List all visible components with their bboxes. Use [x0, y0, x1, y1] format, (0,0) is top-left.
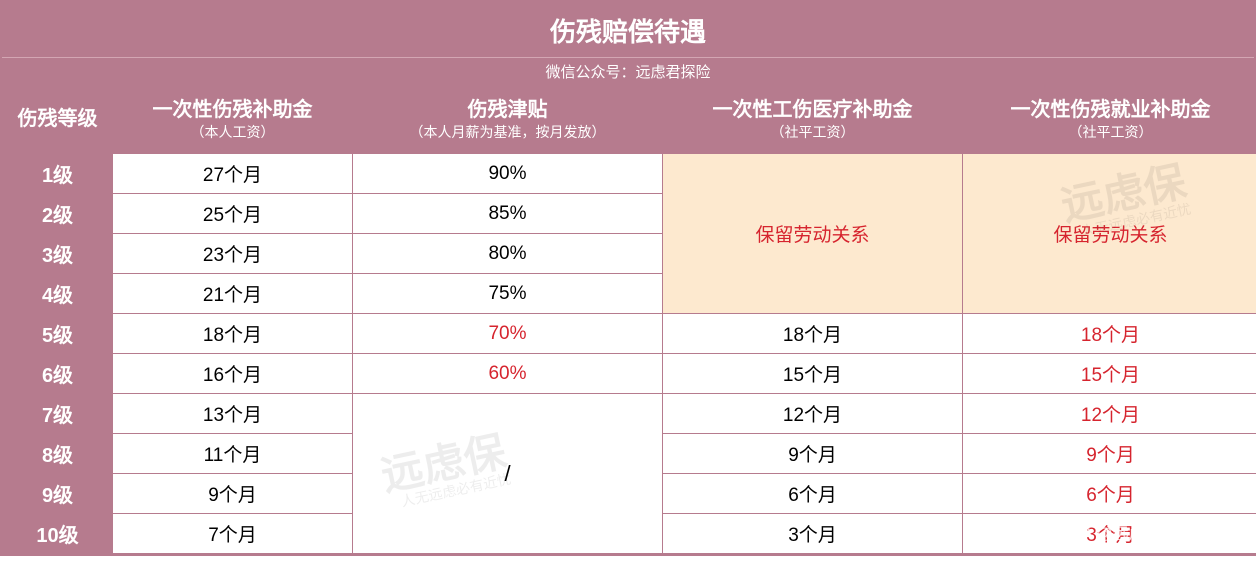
- cell-b: 75%: [353, 274, 663, 314]
- cell-c: 18个月: [663, 314, 963, 354]
- cell-d: 9个月: [963, 434, 1256, 474]
- merged-cell-d: 保留劳动关系: [963, 154, 1256, 314]
- cell-a: 13个月: [113, 394, 353, 434]
- cell-d: 18个月: [963, 314, 1256, 354]
- cell-a: 21个月: [113, 274, 353, 314]
- merged-cell-c: 保留劳动关系: [663, 154, 963, 314]
- level-cell: 3级: [3, 234, 113, 274]
- cell-b: 85%: [353, 194, 663, 234]
- cell-d: 12个月: [963, 394, 1256, 434]
- col-header-a: 一次性伤残补助金 （本人工资）: [113, 87, 353, 154]
- table-row: 7级 13个月 / 12个月 12个月: [3, 394, 1256, 434]
- cell-c: 15个月: [663, 354, 963, 394]
- level-cell: 6级: [3, 354, 113, 394]
- cell-c: 12个月: [663, 394, 963, 434]
- cell-a: 25个月: [113, 194, 353, 234]
- col-header-d: 一次性伤残就业补助金 （社平工资）: [963, 87, 1256, 154]
- cell-b: 90%: [353, 154, 663, 194]
- col-header-b: 伤残津贴 （本人月薪为基准，按月发放）: [353, 87, 663, 154]
- cell-b: 70%: [353, 314, 663, 354]
- cell-d: 3个月: [963, 514, 1256, 554]
- cell-a: 11个月: [113, 434, 353, 474]
- cell-c: 3个月: [663, 514, 963, 554]
- level-cell: 2级: [3, 194, 113, 234]
- col-header-a-sub: （本人工资）: [117, 123, 348, 141]
- level-cell: 5级: [3, 314, 113, 354]
- col-header-d-main: 一次性伤残就业补助金: [967, 97, 1254, 123]
- table-row: 5级 18个月 70% 18个月 18个月: [3, 314, 1256, 354]
- table-row: 1级 27个月 90% 保留劳动关系 保留劳动关系: [3, 154, 1256, 194]
- table-subtitle: 微信公众号：远虑君探险: [2, 58, 1254, 86]
- col-header-b-main: 伤残津贴: [357, 97, 658, 123]
- compensation-table: 伤残等级 一次性伤残补助金 （本人工资） 伤残津贴 （本人月薪为基准，按月发放）…: [2, 86, 1256, 554]
- table-body: 1级 27个月 90% 保留劳动关系 保留劳动关系 2级 25个月 85% 3级…: [3, 154, 1256, 554]
- level-cell: 8级: [3, 434, 113, 474]
- cell-d: 6个月: [963, 474, 1256, 514]
- cell-b: 60%: [353, 354, 663, 394]
- cell-b: 80%: [353, 234, 663, 274]
- col-header-c-main: 一次性工伤医疗补助金: [667, 97, 958, 123]
- table-title: 伤残赔偿待遇: [2, 2, 1254, 58]
- merged-cell-b-slash: /: [353, 394, 663, 554]
- col-header-d-sub: （社平工资）: [967, 123, 1254, 141]
- col-header-c-sub: （社平工资）: [667, 123, 958, 141]
- cell-d: 15个月: [963, 354, 1256, 394]
- cell-a: 27个月: [113, 154, 353, 194]
- table-row: 6级 16个月 60% 15个月 15个月: [3, 354, 1256, 394]
- cell-c: 9个月: [663, 434, 963, 474]
- cell-a: 9个月: [113, 474, 353, 514]
- level-cell: 7级: [3, 394, 113, 434]
- cell-a: 7个月: [113, 514, 353, 554]
- col-header-c: 一次性工伤医疗补助金 （社平工资）: [663, 87, 963, 154]
- col-header-a-main: 一次性伤残补助金: [117, 97, 348, 123]
- col-header-b-sub: （本人月薪为基准，按月发放）: [357, 123, 658, 141]
- cell-a: 23个月: [113, 234, 353, 274]
- table-wrap: 伤残赔偿待遇 微信公众号：远虑君探险 伤残等级 一次性伤残补助金 （本人工资） …: [0, 0, 1256, 556]
- level-cell: 9级: [3, 474, 113, 514]
- header-row: 伤残等级 一次性伤残补助金 （本人工资） 伤残津贴 （本人月薪为基准，按月发放）…: [3, 87, 1256, 154]
- cell-a: 16个月: [113, 354, 353, 394]
- cell-a: 18个月: [113, 314, 353, 354]
- col-header-level: 伤残等级: [3, 87, 113, 154]
- cell-c: 6个月: [663, 474, 963, 514]
- table-container: 伤残赔偿待遇 微信公众号：远虑君探险 伤残等级 一次性伤残补助金 （本人工资） …: [0, 0, 1256, 556]
- level-cell: 10级: [3, 514, 113, 554]
- col-header-level-main: 伤残等级: [7, 106, 108, 132]
- level-cell: 4级: [3, 274, 113, 314]
- level-cell: 1级: [3, 154, 113, 194]
